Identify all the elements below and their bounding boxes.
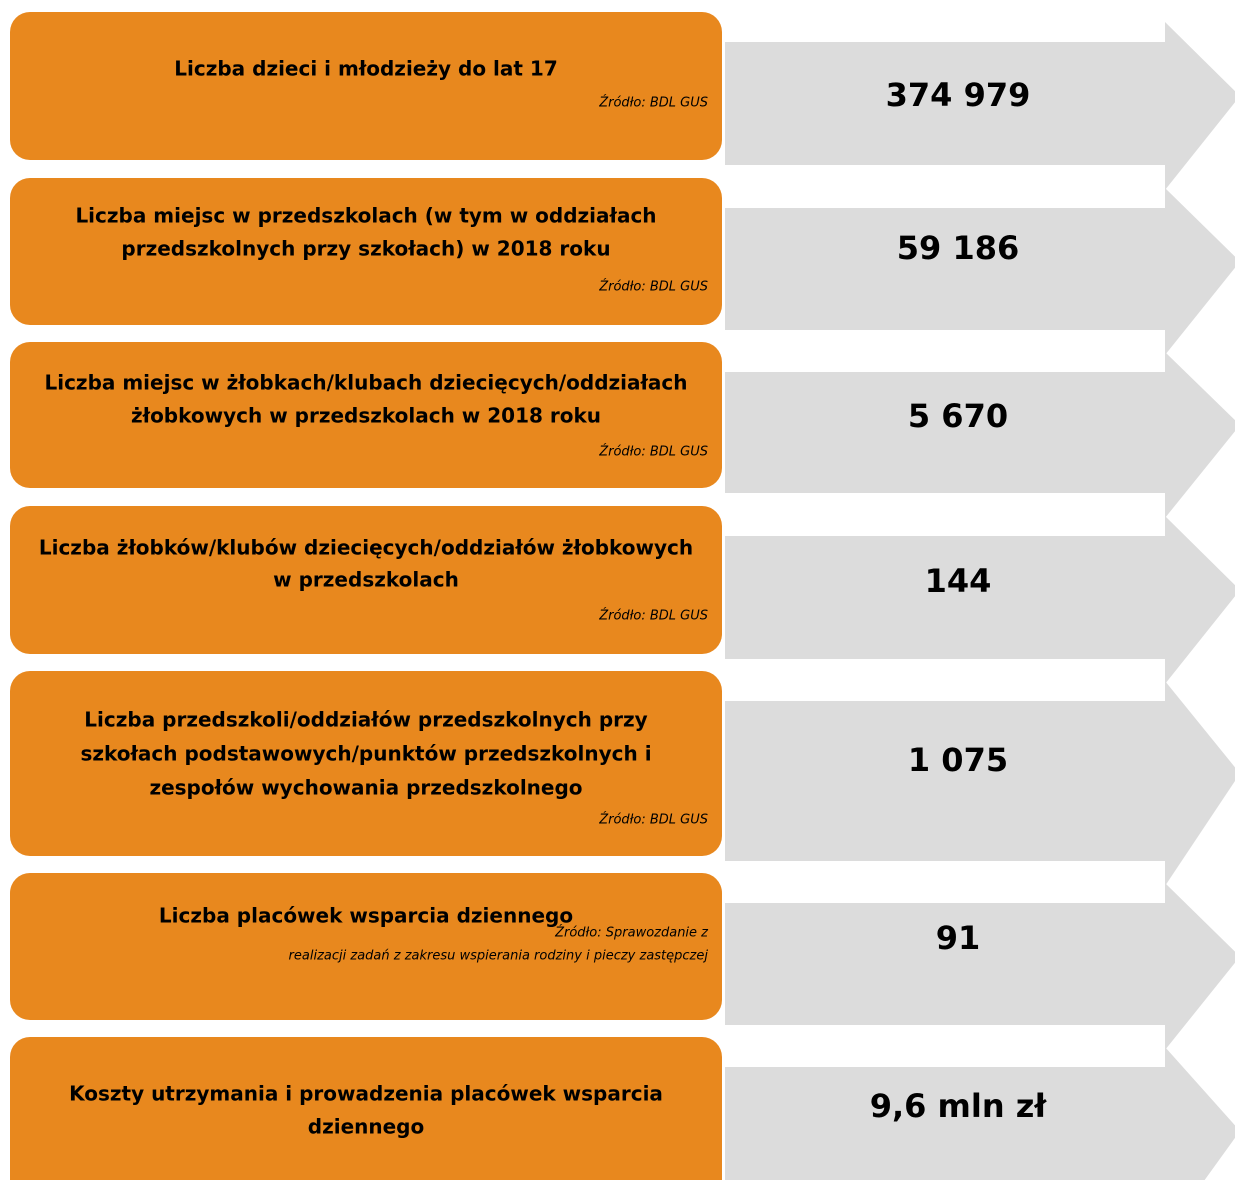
label-box bbox=[10, 1037, 722, 1180]
row-source: Źródło: BDL GUS bbox=[598, 279, 708, 295]
value-arrow bbox=[725, 883, 1235, 1050]
row-label: Liczba miejsc w przedszkolach (w tym w o… bbox=[75, 204, 656, 228]
row-label: dziennego bbox=[308, 1115, 424, 1139]
row-source: Źródło: BDL GUS bbox=[598, 95, 708, 111]
row-label: Liczba żłobków/klubów dziecięcych/oddzia… bbox=[39, 536, 693, 560]
value-arrow bbox=[725, 188, 1235, 355]
label-box bbox=[10, 12, 722, 160]
row-value: 144 bbox=[925, 562, 992, 600]
row-label: Liczba miejsc w żłobkach/klubach dziecię… bbox=[44, 371, 687, 395]
row-source: Źródło: BDL GUS bbox=[598, 608, 708, 624]
row-value: 91 bbox=[936, 919, 981, 957]
value-arrow bbox=[725, 1047, 1235, 1180]
value-arrow bbox=[725, 22, 1235, 190]
label-box bbox=[10, 671, 722, 856]
row-label: Liczba przedszkoli/oddziałów przedszkoln… bbox=[84, 708, 647, 732]
value-arrow bbox=[725, 352, 1235, 518]
row-source: Źródło: BDL GUS bbox=[598, 444, 708, 460]
label-box bbox=[10, 178, 722, 325]
label-box bbox=[10, 873, 722, 1020]
row-label: żłobkowych w przedszkolach w 2018 roku bbox=[131, 404, 601, 428]
row-value: 1 075 bbox=[908, 741, 1008, 779]
row-label: zespołów wychowania przedszkolnego bbox=[149, 776, 582, 800]
row-label: Liczba placówek wsparcia dziennego bbox=[159, 904, 573, 928]
label-box bbox=[10, 342, 722, 488]
row-label: Koszty utrzymania i prowadzenia placówek… bbox=[69, 1082, 663, 1106]
row-source: Źródło: Sprawozdanie z bbox=[554, 925, 709, 941]
row-value: 59 186 bbox=[897, 229, 1019, 267]
value-arrow bbox=[725, 516, 1235, 684]
row-value: 9,6 mln zł bbox=[870, 1087, 1048, 1125]
label-box bbox=[10, 506, 722, 654]
row-label: Liczba dzieci i młodzieży do lat 17 bbox=[174, 57, 558, 81]
value-arrow bbox=[725, 681, 1235, 886]
row-label: szkołach podstawowych/punktów przedszkol… bbox=[80, 742, 651, 766]
row-label: przedszkolnych przy szkołach) w 2018 rok… bbox=[121, 237, 610, 261]
row-value: 374 979 bbox=[886, 76, 1031, 114]
row-value: 5 670 bbox=[908, 397, 1008, 435]
row-source: Źródło: BDL GUS bbox=[598, 812, 708, 828]
row-source: realizacji zadań z zakresu wspierania ro… bbox=[289, 949, 709, 964]
row-label: w przedszkolach bbox=[273, 568, 459, 592]
